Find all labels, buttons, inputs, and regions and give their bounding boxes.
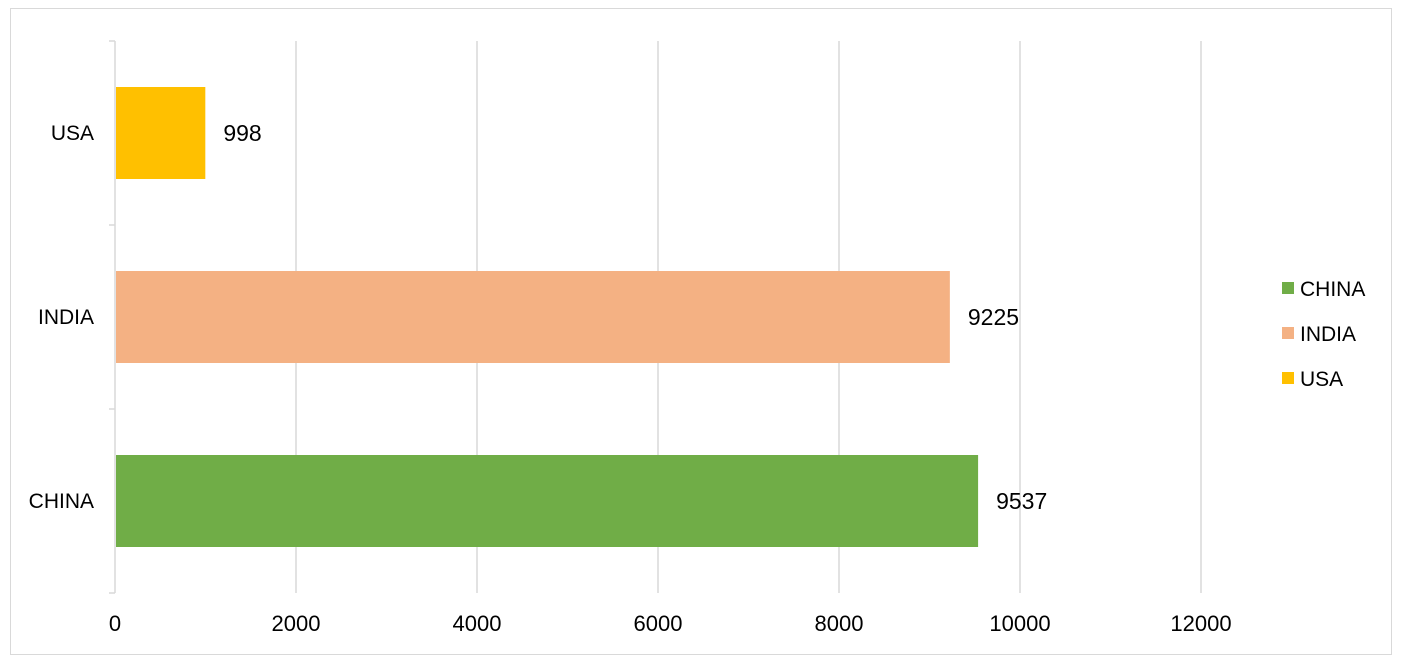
legend-item-china: CHINA — [1282, 278, 1365, 301]
x-tick-label: 10000 — [989, 611, 1050, 636]
legend-item-india: INDIA — [1282, 323, 1356, 346]
category-label-usa: USA — [51, 122, 94, 145]
x-tick-label: 2000 — [272, 611, 321, 636]
legend-swatch — [1282, 282, 1294, 294]
data-label-india: 9225 — [968, 304, 1019, 330]
x-tick-label: 8000 — [815, 611, 864, 636]
x-tick-label: 0 — [109, 611, 121, 636]
legend: CHINA INDIA USA — [1282, 278, 1365, 391]
bar-usa — [116, 87, 206, 179]
x-tick-label: 12000 — [1170, 611, 1231, 636]
x-tick-label: 6000 — [634, 611, 683, 636]
bar-china — [116, 455, 979, 547]
category-label-india: INDIA — [38, 306, 94, 329]
bar-india — [116, 271, 950, 363]
data-label-usa: 998 — [223, 120, 261, 146]
legend-swatch — [1282, 327, 1294, 339]
legend-label: INDIA — [1300, 323, 1356, 346]
data-labels: 998 9225 9537 — [223, 120, 1047, 514]
x-axis-ticks: 0 2000 4000 6000 8000 10000 12000 — [109, 611, 1232, 636]
legend-item-usa: USA — [1282, 368, 1343, 391]
legend-label: USA — [1300, 368, 1343, 391]
category-label-china: CHINA — [29, 490, 94, 513]
category-axis: USA INDIA CHINA — [29, 40, 116, 594]
bars — [116, 87, 979, 547]
legend-swatch — [1282, 372, 1294, 384]
legend-label: CHINA — [1300, 278, 1365, 301]
x-tick-label: 4000 — [453, 611, 502, 636]
data-label-china: 9537 — [996, 488, 1047, 514]
